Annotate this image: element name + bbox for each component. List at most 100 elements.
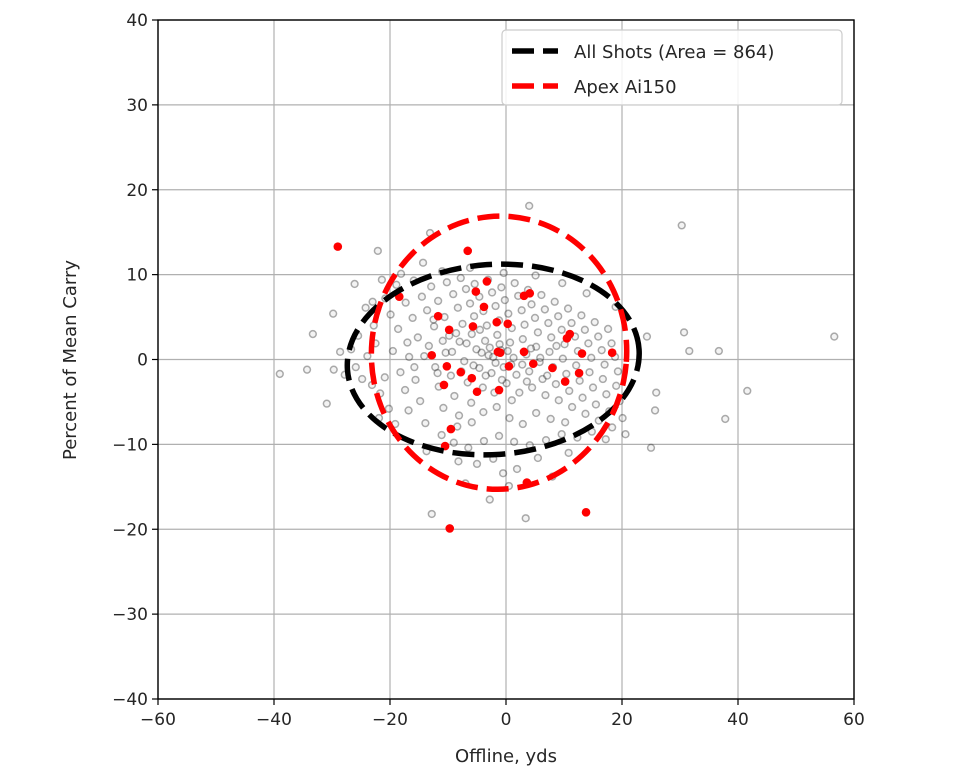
data-point bbox=[478, 383, 487, 392]
data-point bbox=[518, 334, 527, 344]
data-point bbox=[558, 354, 567, 363]
data-point bbox=[497, 283, 506, 292]
data-point bbox=[503, 346, 512, 356]
data-point bbox=[503, 319, 513, 329]
data-point bbox=[525, 367, 534, 376]
data-point bbox=[462, 339, 471, 348]
data-point bbox=[561, 418, 570, 427]
data-point bbox=[541, 390, 550, 400]
data-point bbox=[485, 343, 494, 352]
legend-box bbox=[501, 29, 843, 106]
data-point bbox=[607, 339, 616, 348]
data-point bbox=[515, 388, 524, 397]
x-tick-label: 0 bbox=[501, 710, 512, 730]
data-point bbox=[363, 351, 372, 361]
data-point bbox=[518, 360, 527, 369]
data-point bbox=[388, 346, 398, 356]
data-point bbox=[533, 453, 543, 463]
data-point bbox=[547, 333, 556, 342]
data-point bbox=[538, 374, 547, 384]
data-point bbox=[351, 362, 360, 372]
data-point bbox=[591, 400, 601, 409]
data-point bbox=[410, 362, 419, 372]
data-point bbox=[574, 368, 584, 378]
data-point bbox=[431, 362, 440, 372]
data-point bbox=[467, 418, 476, 427]
data-point bbox=[404, 352, 414, 362]
data-point bbox=[333, 242, 343, 251]
data-point bbox=[499, 268, 508, 278]
x-tick-label: 40 bbox=[727, 710, 749, 730]
data-point bbox=[479, 302, 489, 312]
data-point bbox=[480, 336, 490, 345]
data-point bbox=[743, 386, 752, 396]
data-point bbox=[594, 332, 603, 341]
data-point bbox=[578, 393, 587, 402]
data-point bbox=[427, 282, 436, 291]
data-point bbox=[533, 328, 543, 337]
y-tick-label: 10 bbox=[126, 266, 148, 286]
data-point bbox=[446, 371, 456, 380]
x-axis-title: Offline, yds bbox=[455, 746, 557, 767]
data-point bbox=[584, 339, 593, 348]
x-tick-label: −20 bbox=[372, 710, 408, 730]
data-point bbox=[543, 371, 552, 380]
data-point bbox=[456, 367, 466, 377]
data-point bbox=[421, 419, 430, 428]
data-point bbox=[467, 373, 477, 383]
data-point bbox=[400, 385, 410, 395]
data-point bbox=[504, 309, 513, 318]
data-point bbox=[449, 289, 458, 299]
data-point bbox=[679, 328, 689, 337]
data-point bbox=[580, 325, 590, 334]
data-point bbox=[528, 359, 538, 369]
data-point bbox=[677, 221, 686, 230]
y-tick-label: 20 bbox=[126, 181, 148, 201]
data-point bbox=[453, 303, 463, 312]
data-point bbox=[590, 318, 599, 327]
data-point bbox=[437, 430, 446, 440]
data-point bbox=[646, 443, 656, 452]
data-point bbox=[618, 413, 627, 423]
data-point bbox=[441, 348, 450, 357]
data-point bbox=[455, 337, 464, 346]
data-point bbox=[475, 325, 485, 334]
data-point bbox=[494, 431, 504, 441]
legend-label-all-shots: All Shots (Area = 864) bbox=[574, 42, 774, 63]
data-point bbox=[558, 278, 567, 288]
data-point bbox=[458, 319, 467, 329]
data-point bbox=[377, 275, 387, 284]
x-tick-label: 60 bbox=[843, 710, 865, 730]
data-point bbox=[491, 358, 500, 368]
data-point bbox=[612, 381, 621, 390]
legend-entry-all-shots: All Shots (Area = 864) bbox=[512, 42, 774, 63]
grid-lines bbox=[157, 19, 855, 700]
data-point bbox=[482, 321, 492, 330]
data-point bbox=[505, 338, 515, 347]
data-point bbox=[411, 375, 420, 385]
data-point bbox=[350, 279, 359, 289]
data-point bbox=[536, 353, 545, 362]
data-point bbox=[552, 341, 561, 351]
data-point bbox=[418, 258, 428, 267]
data-point bbox=[393, 324, 403, 334]
data-point bbox=[601, 435, 610, 444]
data-point bbox=[335, 347, 345, 357]
data-point bbox=[530, 313, 540, 323]
data-point bbox=[479, 407, 488, 417]
data-point bbox=[544, 318, 553, 328]
data-point bbox=[567, 318, 576, 328]
data-point bbox=[519, 291, 529, 301]
data-point bbox=[322, 399, 331, 408]
data-point bbox=[527, 300, 536, 309]
data-point bbox=[519, 347, 529, 357]
data-point bbox=[422, 306, 432, 315]
data-point bbox=[567, 402, 577, 412]
dispersion-ellipses bbox=[344, 213, 642, 493]
data-point bbox=[482, 277, 492, 286]
data-point bbox=[404, 406, 413, 415]
data-points bbox=[275, 201, 839, 533]
y-tick-label: −40 bbox=[112, 690, 148, 710]
data-point bbox=[427, 350, 437, 360]
